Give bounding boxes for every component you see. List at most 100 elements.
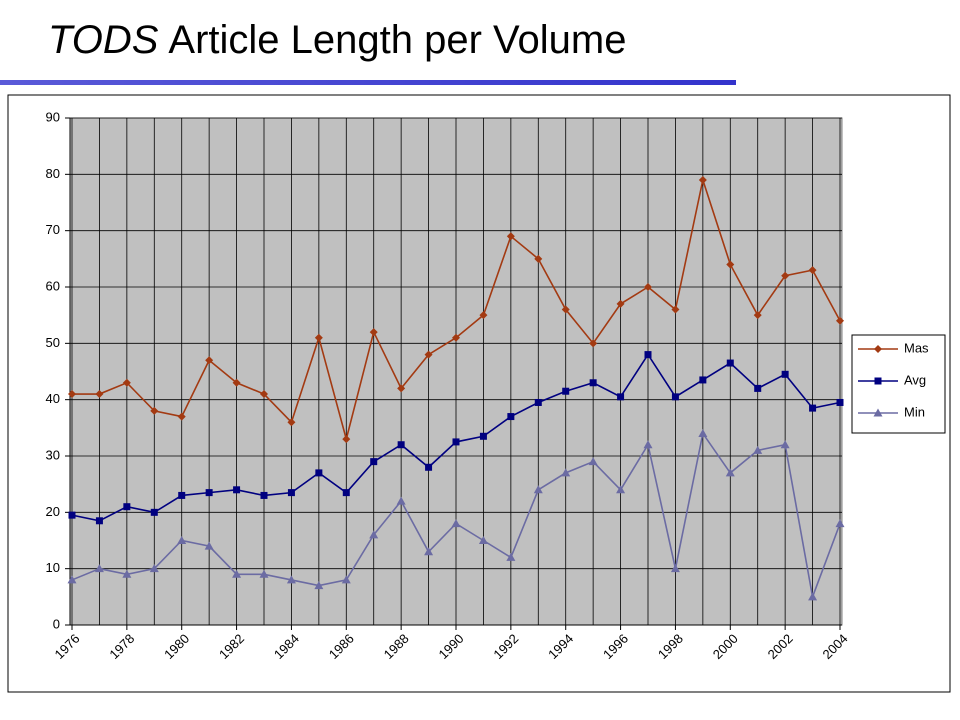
marker [68, 511, 76, 519]
marker [753, 445, 763, 454]
marker [644, 283, 652, 291]
y-tick-label: 20 [46, 504, 60, 519]
marker [506, 232, 515, 241]
slide-title: TODS Article Length per Volume [48, 18, 626, 63]
marker [397, 384, 406, 393]
marker [370, 458, 378, 466]
y-tick-label: 70 [46, 222, 60, 237]
marker [534, 254, 543, 263]
legend-box [851, 334, 946, 434]
y-tick-label: 30 [46, 447, 60, 462]
marker [479, 311, 488, 320]
marker [122, 569, 132, 578]
marker [341, 575, 351, 584]
marker [177, 412, 186, 421]
marker [725, 468, 735, 477]
legend-label: Mas [904, 340, 929, 355]
marker [259, 569, 269, 578]
marker [369, 328, 378, 337]
marker [94, 564, 104, 573]
marker [835, 519, 845, 528]
title-emphasis: TODS [48, 18, 159, 62]
marker [874, 377, 882, 385]
marker [836, 398, 844, 406]
marker [342, 435, 351, 444]
marker [150, 508, 158, 516]
marker [342, 489, 350, 497]
marker [506, 552, 516, 561]
legend-label: Min [904, 404, 925, 419]
marker [149, 564, 159, 573]
marker [232, 569, 242, 578]
marker [396, 496, 406, 505]
marker [561, 305, 570, 314]
marker [314, 333, 323, 342]
marker [232, 378, 241, 387]
y-tick-label: 60 [46, 278, 60, 293]
marker [754, 384, 762, 392]
marker [287, 418, 296, 427]
marker [397, 441, 405, 449]
marker [233, 486, 241, 494]
marker [424, 547, 434, 556]
marker [178, 491, 186, 499]
marker [425, 463, 433, 471]
marker [808, 592, 818, 601]
marker [698, 175, 707, 184]
marker [562, 387, 570, 395]
marker [698, 428, 708, 437]
title-rule [0, 80, 736, 85]
marker [314, 581, 324, 590]
y-tick-label: 10 [46, 560, 60, 575]
title-text: Article Length per Volume [168, 18, 627, 62]
marker [479, 432, 487, 440]
marker [753, 311, 762, 320]
marker [873, 408, 883, 417]
legend-label: Avg [904, 372, 926, 387]
marker [671, 305, 680, 314]
marker [726, 359, 734, 367]
y-tick-label: 0 [53, 616, 60, 631]
marker [808, 266, 817, 275]
marker [95, 517, 103, 525]
marker [507, 413, 515, 421]
marker [781, 271, 790, 280]
marker [836, 316, 844, 325]
marker [561, 468, 571, 477]
marker [670, 564, 680, 573]
marker [452, 438, 460, 446]
marker [287, 489, 295, 497]
marker [123, 503, 131, 511]
y-tick-label: 90 [46, 109, 60, 124]
y-tick-label: 80 [46, 166, 60, 181]
marker [534, 398, 542, 406]
marker [780, 440, 790, 449]
marker [589, 339, 598, 348]
marker [260, 390, 268, 399]
marker [874, 345, 882, 353]
marker [204, 541, 214, 550]
marker [205, 356, 214, 365]
marker [533, 485, 543, 494]
marker [478, 536, 488, 544]
marker [177, 536, 187, 544]
marker [588, 457, 598, 466]
marker [643, 440, 653, 449]
marker [68, 390, 76, 399]
marker [616, 299, 625, 308]
marker [286, 575, 296, 584]
marker [315, 469, 323, 477]
marker [424, 350, 433, 359]
marker [452, 333, 460, 342]
marker [260, 491, 268, 499]
marker [122, 378, 131, 387]
marker [150, 406, 159, 415]
y-tick-label: 50 [46, 335, 60, 350]
marker [781, 370, 789, 378]
marker [589, 379, 597, 387]
marker [726, 260, 735, 269]
marker [671, 393, 679, 401]
marker [95, 390, 104, 399]
